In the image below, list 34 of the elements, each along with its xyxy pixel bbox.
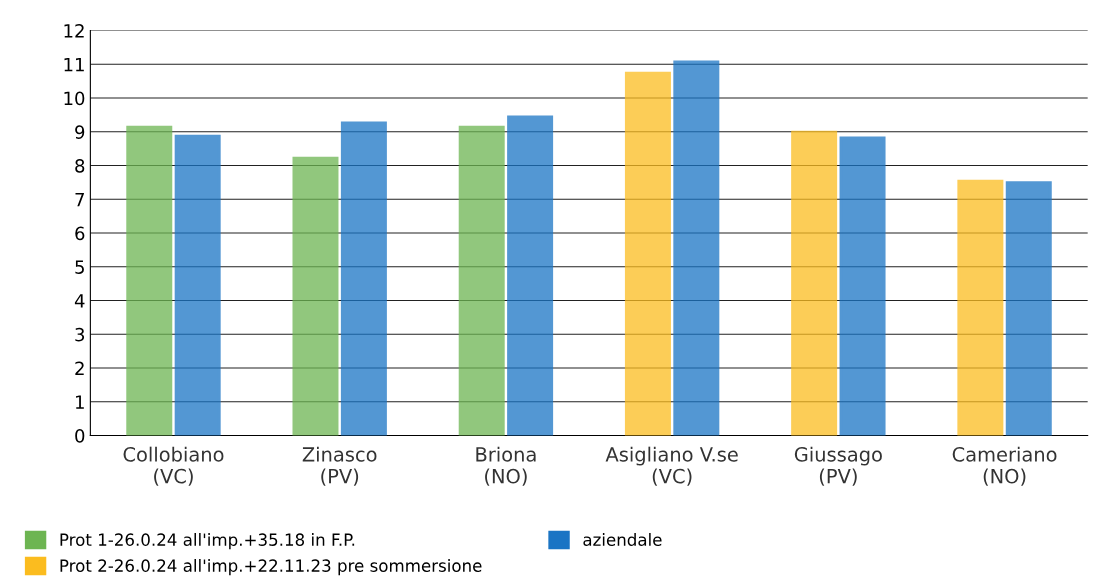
bar <box>340 121 387 436</box>
legend-label: Prot 1-26.0.24 all'imp.+35.18 in F.P. <box>60 533 355 550</box>
x-tick-label: Briona (NO) <box>476 446 536 486</box>
bar <box>673 60 720 436</box>
bar <box>174 134 221 436</box>
y-tick-label: 4 <box>74 294 85 308</box>
x-tick-label: Zinasco (PV) <box>302 446 377 486</box>
y-tick-label: 9 <box>75 125 85 139</box>
x-tick-label: Asigliano V.se (VC) <box>605 446 738 486</box>
y-tick-label: 0 <box>75 429 85 443</box>
y-tick-label: 12 <box>64 23 84 38</box>
bar <box>292 156 339 436</box>
x-tick-label: Cameriano (NO) <box>952 446 1057 486</box>
bar <box>791 130 838 436</box>
y-tick-label: 2 <box>75 361 84 375</box>
bar <box>624 71 671 436</box>
bar <box>458 125 505 436</box>
x-tick-label: Collobiano (VC) <box>123 446 224 486</box>
legend-label: Prot 2-26.0.24 all'imp.+22.11.23 pre sommersione <box>60 559 482 576</box>
bar <box>839 136 886 436</box>
x-tick-label: Giussago (PV) <box>794 446 882 486</box>
y-tick-label: 3 <box>75 327 85 342</box>
bar <box>507 115 554 436</box>
y-tick-label: 10 <box>64 91 85 106</box>
bar <box>126 125 173 436</box>
y-tick-label: 1 <box>76 395 84 409</box>
y-tick-label: 8 <box>75 158 85 173</box>
y-tick-label: 7 <box>75 192 84 207</box>
bar <box>957 179 1004 436</box>
y-tick-label: 5 <box>75 260 84 274</box>
y-tick-label: 6 <box>75 226 85 241</box>
bar <box>1005 181 1052 436</box>
y-tick-label: 11 <box>64 57 84 72</box>
legend-label: aziendale <box>583 533 662 546</box>
